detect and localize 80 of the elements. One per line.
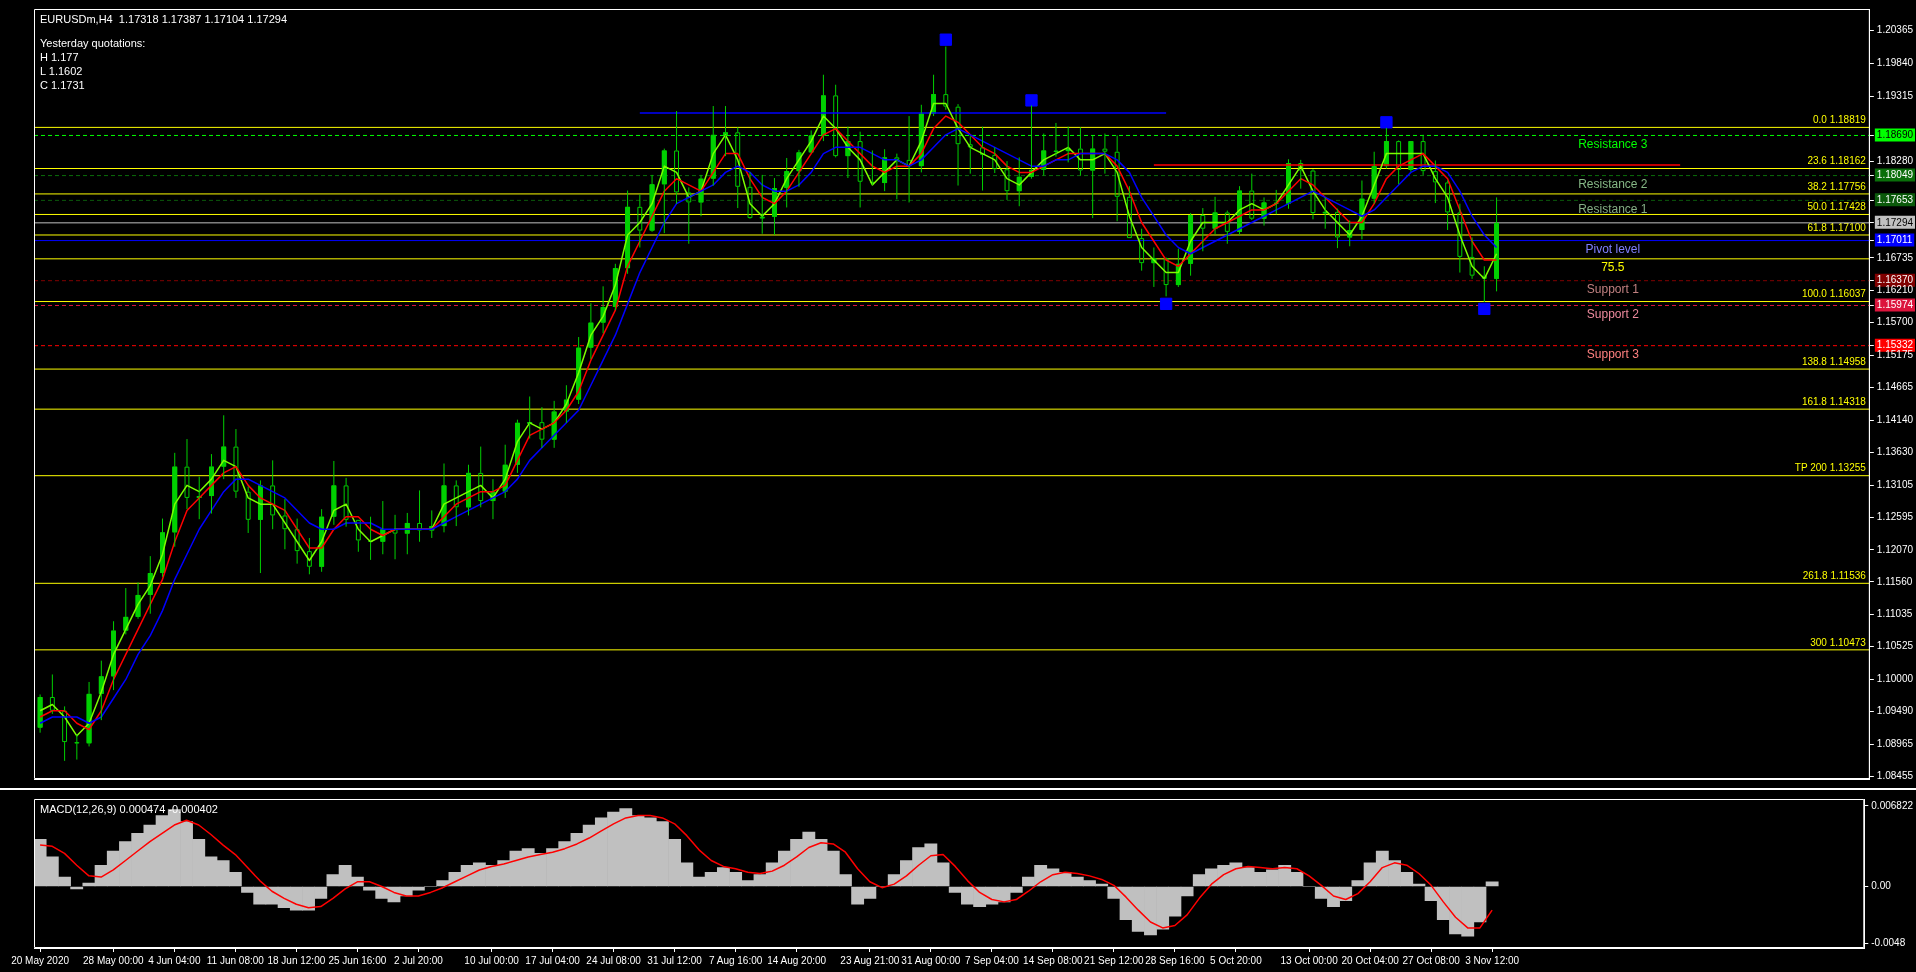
ref-line-label: 161.8 1.14318 (1801, 395, 1867, 407)
y-tick-label: 1.17294 (1876, 216, 1914, 228)
annotation: Support 3 (1586, 346, 1640, 361)
y-tick-label: 1.13105 (1876, 478, 1914, 490)
x-tick-label: 28 May 00:00 (83, 954, 145, 966)
y-tick-label: -0.0048 (1871, 937, 1906, 949)
annotation: Pivot level (1585, 241, 1641, 256)
y-tick-label: 1.11560 (1876, 575, 1913, 587)
x-tick-label: 31 Jul 12:00 (647, 954, 703, 966)
x-tick-label: 20 Oct 04:00 (1341, 954, 1400, 966)
chart-title: EURUSDm,H4 1.17318 1.17387 1.17104 1.17294 (40, 12, 288, 26)
ref-line-label: 23.6 1.18162 (1807, 155, 1867, 167)
annotation: Support 2 (1586, 306, 1640, 321)
y-tick-label: 1.10525 (1876, 640, 1914, 652)
x-tick-label: 31 Aug 00:00 (901, 954, 961, 966)
annotation: Resistance 1 (1578, 201, 1648, 216)
ref-line-label: 138.8 1.14958 (1801, 355, 1867, 367)
y-tick-label: 0.00 (1871, 880, 1892, 892)
annotation: Resistance 3 (1578, 136, 1648, 151)
x-tick-label: 14 Aug 20:00 (767, 954, 827, 966)
y-tick-label: 1.19840 (1876, 57, 1914, 69)
y-tick-label: 1.15332 (1876, 339, 1914, 351)
x-tick-label: 2 Jul 20:00 (393, 954, 444, 966)
x-tick-label: 24 Jul 08:00 (586, 954, 642, 966)
x-tick-label: 20 May 2020 (11, 954, 70, 966)
ref-line-label: 100.0 1.16037 (1801, 288, 1867, 300)
y-tick-label: 1.17011 (1876, 234, 1913, 246)
x-tick-label: 18 Jun 12:00 (267, 954, 326, 966)
y-tick-label: 1.16370 (1876, 274, 1914, 286)
x-tick-label: 28 Sep 16:00 (1145, 954, 1206, 966)
annotation: Yesterday quotations: (40, 36, 147, 50)
y-tick-label: 1.11035 (1876, 608, 1913, 620)
y-tick-label: 1.20365 (1876, 24, 1914, 36)
y-tick-label: 1.10000 (1876, 673, 1914, 685)
x-tick-label: 5 Oct 20:00 (1210, 954, 1263, 966)
y-tick-label: 1.18690 (1876, 129, 1914, 141)
x-tick-label: 13 Oct 00:00 (1280, 954, 1339, 966)
x-tick-label: 7 Sep 04:00 (964, 954, 1020, 966)
y-tick-label: 1.18280 (1876, 154, 1914, 166)
annotation: L 1.1602 (40, 64, 84, 78)
y-tick-label: 1.14140 (1876, 414, 1914, 426)
y-tick-label: 1.12070 (1876, 543, 1914, 555)
x-tick-label: 10 Jul 00:00 (464, 954, 520, 966)
x-tick-label: 25 Jun 16:00 (328, 954, 387, 966)
x-tick-label: 17 Jul 04:00 (525, 954, 581, 966)
x-tick-label: 3 Nov 12:00 (1465, 954, 1520, 966)
ref-line-label: 261.8 1.11536 (1802, 570, 1867, 582)
ref-line-label: 50.0 1.17428 (1807, 201, 1867, 213)
annotation: Resistance 2 (1578, 176, 1648, 191)
annotation: Support 1 (1586, 282, 1640, 296)
x-tick-label: 7 Aug 16:00 (708, 954, 763, 966)
ref-line-label: TP 200 1.13255 (1794, 462, 1867, 474)
ref-line-label: 300 1.10473 (1810, 636, 1867, 648)
y-tick-label: 1.13630 (1876, 445, 1914, 457)
ref-line-label: 0.0 1.18819 (1813, 114, 1867, 126)
x-tick-label: 11 Jun 08:00 (206, 954, 265, 966)
y-tick-label: 1.09490 (1876, 705, 1914, 717)
x-tick-label: 4 Jun 04:00 (148, 954, 201, 966)
x-tick-label: 23 Aug 21:00 (840, 954, 900, 966)
ref-line-label: 61.8 1.17100 (1807, 221, 1867, 233)
y-tick-label: 1.16735 (1876, 251, 1914, 263)
annotation: 75.5 (1601, 260, 1625, 275)
x-tick-label: 21 Sep 12:00 (1084, 954, 1145, 966)
y-tick-label: 1.08965 (1876, 738, 1914, 750)
y-tick-label: 1.15175 (1876, 349, 1914, 361)
y-tick-label: 1.15700 (1876, 316, 1914, 328)
y-tick-label: 1.19315 (1876, 90, 1914, 102)
annotation: C 1.1731 (40, 78, 86, 92)
y-tick-label: 1.16210 (1876, 284, 1914, 296)
x-tick-label: 14 Sep 08:00 (1023, 954, 1084, 966)
annotation: H 1.177 (40, 50, 80, 64)
x-tick-label: 27 Oct 08:00 (1402, 954, 1461, 966)
y-tick-label: 1.15974 (1876, 299, 1914, 311)
y-tick-label: 0.006822 (1871, 799, 1914, 811)
y-tick-label: 1.14665 (1876, 381, 1914, 393)
ref-line-label: 38.2 1.17756 (1807, 180, 1867, 192)
y-tick-label: 1.12595 (1876, 510, 1914, 522)
y-tick-label: 1.17653 (1876, 194, 1914, 206)
y-tick-label: 1.18049 (1876, 169, 1914, 181)
y-tick-label: 1.08455 (1876, 769, 1914, 781)
